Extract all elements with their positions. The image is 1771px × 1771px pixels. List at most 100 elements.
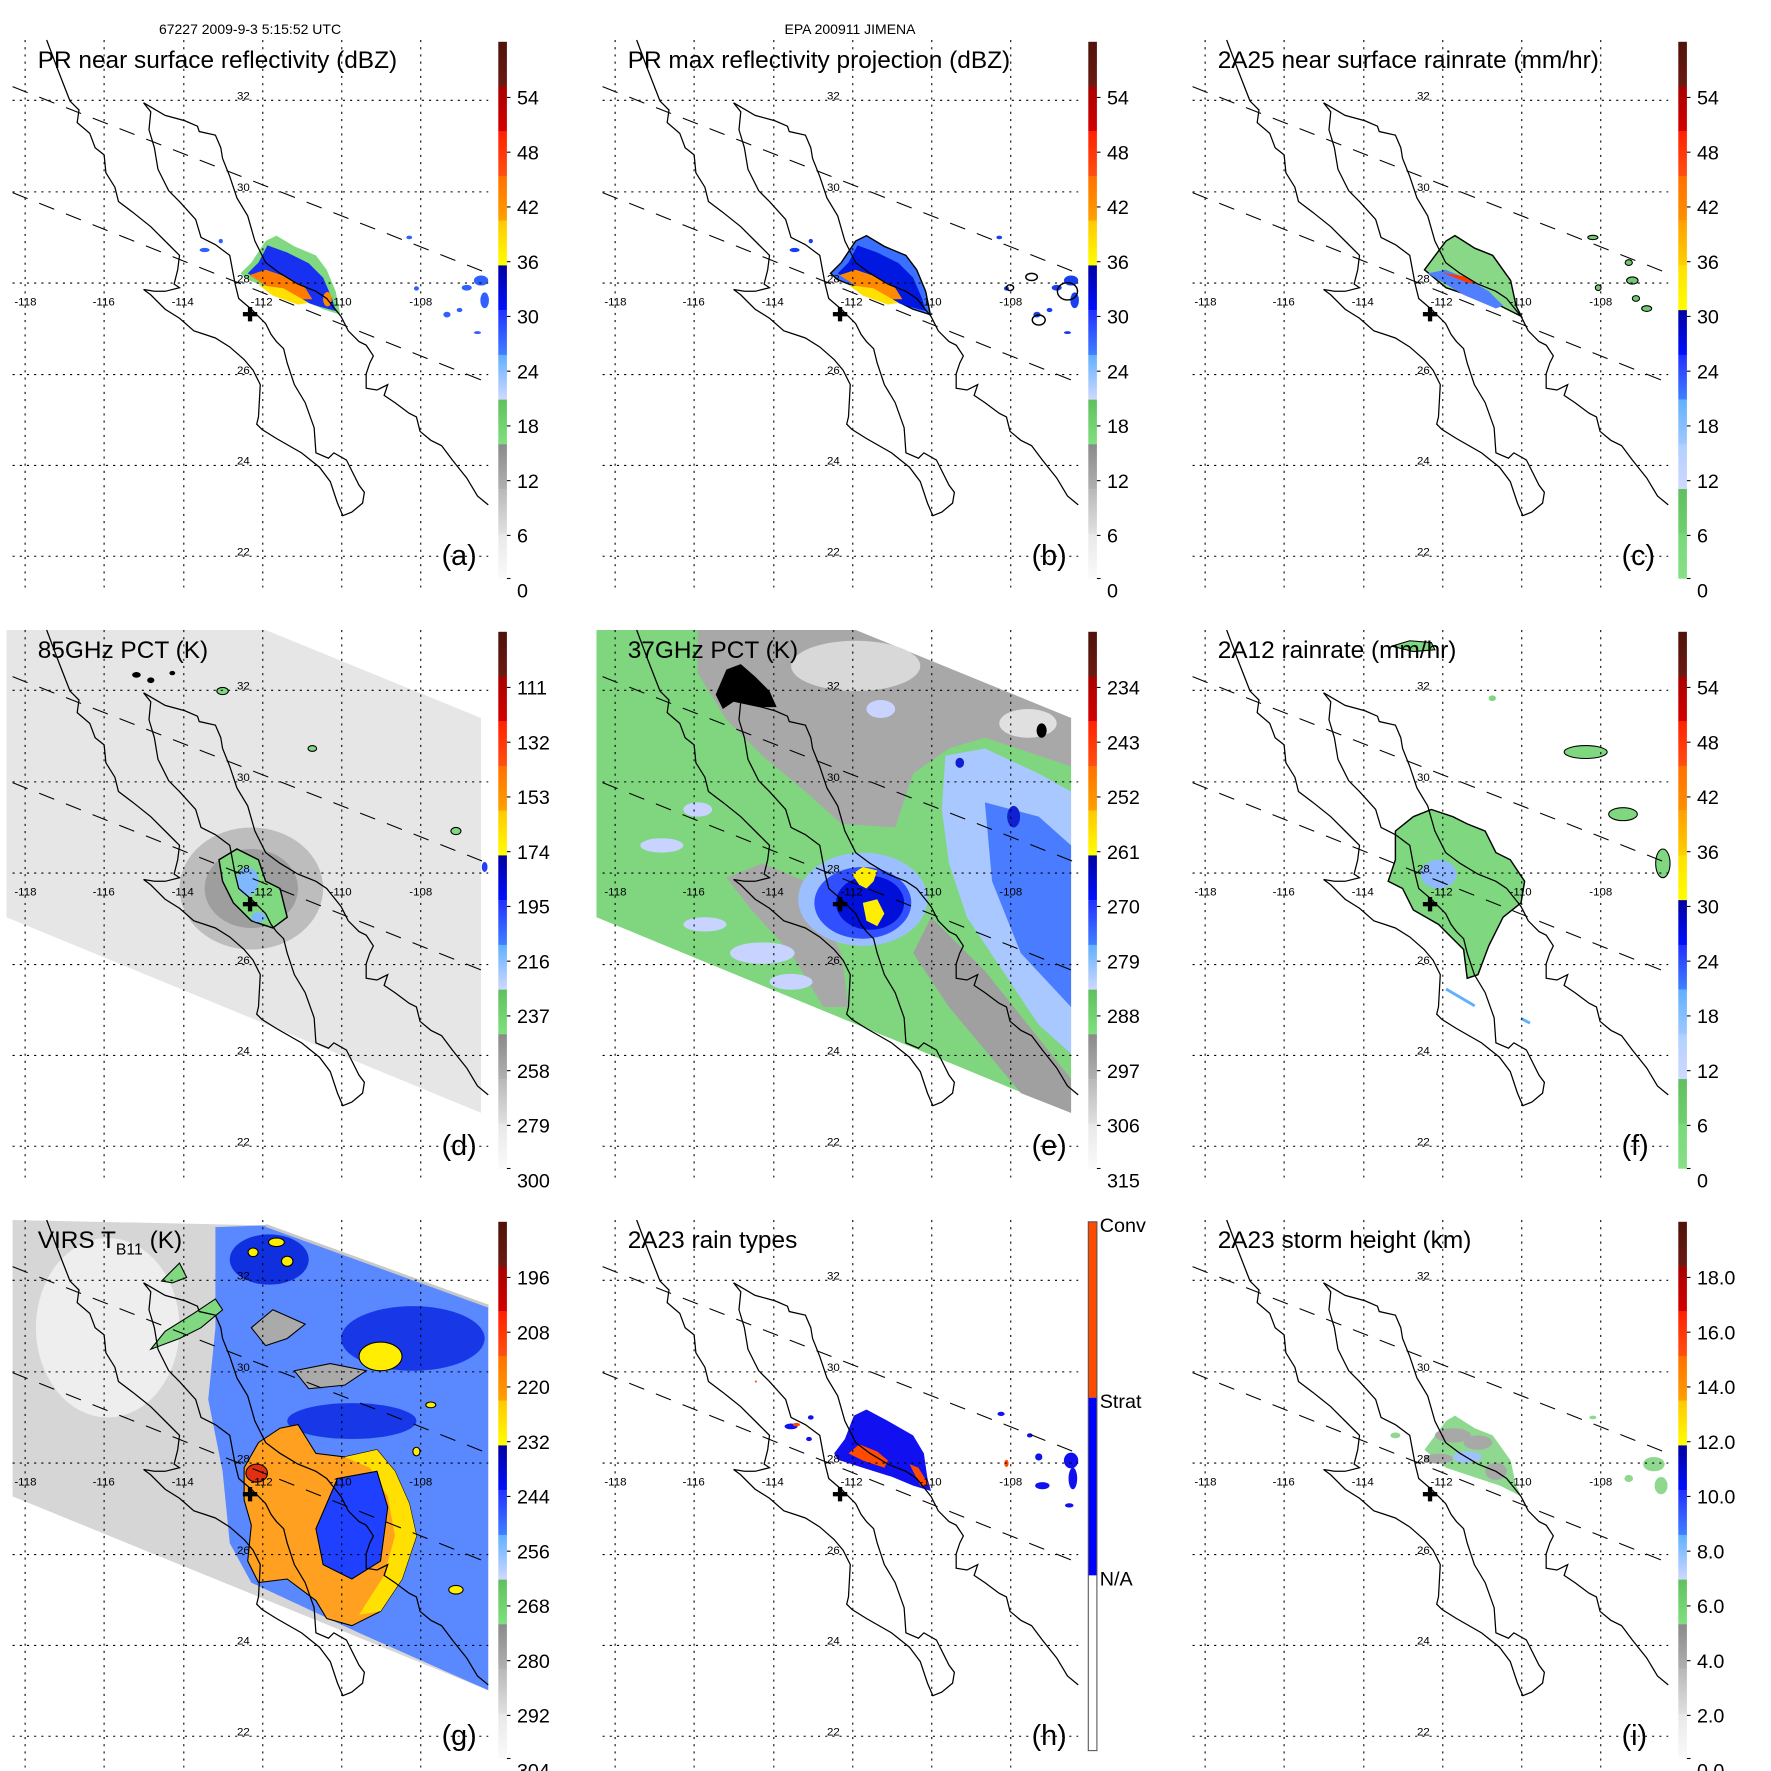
colorbar-segment	[498, 944, 507, 990]
colorbar-label: 16.0	[1697, 1322, 1735, 1344]
latitude-label: 28	[827, 1453, 840, 1465]
colorbar-segment	[498, 1034, 507, 1080]
colorbar-segment	[498, 533, 507, 579]
swath-edge	[265, 1224, 489, 1308]
baja-coastline	[1226, 39, 1546, 517]
colorbar-segment	[498, 310, 507, 356]
mainland-coastline	[143, 1282, 489, 1686]
colorbar-label: 258	[517, 1061, 550, 1083]
colorbar-label: 24	[1697, 951, 1719, 973]
longitude-label: -108	[1589, 1477, 1612, 1489]
colorbar-segment	[1678, 354, 1687, 400]
longitude-label: -114	[172, 1477, 195, 1489]
colorbar-segment	[1678, 1713, 1687, 1759]
cold-cloud	[287, 1403, 417, 1439]
colorbar-segment	[1678, 1534, 1687, 1580]
rain-cell	[456, 307, 463, 313]
latitude-label: 24	[237, 456, 250, 468]
graticule	[602, 1220, 1079, 1768]
longitude-label: -118	[14, 887, 36, 899]
colorbar-segment	[498, 1266, 507, 1312]
panel-title-suffix: (K)	[143, 1227, 182, 1254]
colorbar-label: 232	[517, 1432, 550, 1454]
echo-cell	[996, 235, 1003, 240]
graticule	[12, 1220, 489, 1768]
colorbar: 54 48 42 36 30 24 18 12 6 0	[1088, 41, 1129, 602]
longitude-label: -110	[330, 887, 352, 899]
rain-cell	[218, 238, 223, 244]
colorbar-label: 48	[1697, 732, 1719, 754]
echo-cell	[1063, 331, 1072, 335]
longitude-label: -114	[762, 887, 785, 899]
colorbar-segment	[1088, 1123, 1097, 1169]
colorbar-label: 12	[1697, 471, 1719, 493]
latitude-label: 24	[1417, 1046, 1430, 1058]
panel-label: (a)	[442, 540, 477, 572]
latitude-label: 22	[1417, 1727, 1430, 1739]
coldest-cloud-top	[245, 1463, 268, 1483]
colorbar-segment	[498, 220, 507, 266]
colorbar-label: 0	[1697, 580, 1708, 602]
rain-cell	[473, 331, 482, 335]
rain-cell	[1488, 695, 1496, 702]
colorbar-label: 244	[517, 1487, 550, 1509]
colorbar-segment	[498, 810, 507, 856]
cold-patch	[683, 802, 713, 817]
colorbar-segment	[498, 354, 507, 400]
colorbar-label: Conv	[1100, 1215, 1146, 1237]
data-layer	[754, 1380, 1079, 1508]
pr-swath-edges	[1192, 1266, 1669, 1564]
panel-title-text: VIRS T	[38, 1227, 116, 1254]
colorbar-label: 36	[1697, 252, 1719, 274]
land-warm-area	[913, 917, 1072, 1113]
baja-coastline	[46, 1219, 366, 1697]
colorbar-label: 268	[517, 1596, 550, 1618]
stratiform-cell	[806, 1436, 812, 1442]
latitude-label: 22	[237, 1137, 250, 1149]
colorbar-label: 300	[517, 1170, 550, 1192]
rain-cell	[406, 235, 413, 240]
colorbar-segment	[1088, 489, 1097, 534]
colorbar-label: 8.0	[1697, 1541, 1724, 1563]
rain-cell	[1624, 259, 1633, 266]
panel-title: 37GHz PCT (K)	[628, 637, 798, 664]
mainland-coastline	[143, 692, 489, 1096]
colorbar-label: 0	[1697, 1170, 1708, 1192]
longitude-label: -114	[1352, 297, 1375, 309]
panel-title: 85GHz PCT (K)	[38, 637, 208, 664]
latitude-label: 30	[827, 182, 840, 194]
storm-name-header: EPA 200911 JIMENA	[785, 21, 917, 37]
longitude-label: -110	[1510, 297, 1532, 309]
rain-cell	[1389, 640, 1436, 653]
graticule	[602, 630, 1079, 1178]
colorbar-segment	[498, 1311, 507, 1357]
rain-cell	[443, 311, 451, 318]
longitude-label: -108	[999, 887, 1022, 899]
colorbar-segment	[1088, 1221, 1097, 1398]
longitude-label: -116	[683, 297, 705, 309]
latitude-label: 26	[237, 365, 250, 377]
colorbar-segment	[1678, 765, 1687, 811]
graticule	[12, 630, 489, 1178]
strong-scatter	[715, 664, 777, 709]
latitude-label: 32	[1417, 681, 1430, 693]
convective-core	[852, 866, 878, 889]
longitude-label: -116	[683, 887, 705, 899]
storm-center-cross-icon	[1422, 897, 1438, 912]
rain-area-moderate	[1427, 269, 1504, 309]
panel-label: (i)	[1622, 1720, 1648, 1752]
longitude-label: -114	[762, 297, 785, 309]
rain-cell	[1587, 234, 1599, 241]
colorbar-segment	[498, 1669, 507, 1714]
colorbar-segment	[1088, 765, 1097, 811]
colorbar-segment	[1678, 1579, 1687, 1625]
cold-patch	[730, 942, 795, 964]
colorbar-label: 292	[517, 1706, 550, 1728]
colorbar-label: 279	[1107, 951, 1140, 973]
colorbar-segment	[1678, 265, 1687, 311]
colorbar-segment	[1678, 631, 1687, 677]
ice-cell	[481, 861, 488, 872]
latitude-label: 26	[1417, 365, 1430, 377]
panel-title-text: 2A25 near surface rainrate (mm/hr)	[1218, 47, 1599, 74]
